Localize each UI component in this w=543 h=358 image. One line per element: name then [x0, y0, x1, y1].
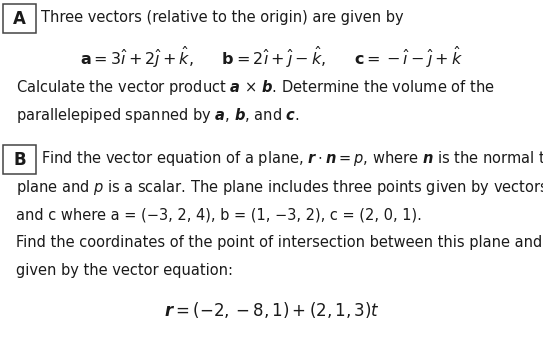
- Text: $\boldsymbol{r} = (-2, -8, 1) + (2, 1, 3)t$: $\boldsymbol{r} = (-2, -8, 1) + (2, 1, 3…: [163, 300, 380, 320]
- Text: and c where a = (−3, 2, 4), b = (1, −3, 2), c = (2, 0, 1).: and c where a = (−3, 2, 4), b = (1, −3, …: [16, 207, 422, 222]
- FancyBboxPatch shape: [3, 4, 36, 33]
- Text: $\mathbf{a} = 3\hat{\imath} + 2\hat{\jmath} + \hat{k},$     $\mathbf{b} = 2\hat{: $\mathbf{a} = 3\hat{\imath} + 2\hat{\jma…: [80, 45, 463, 70]
- Text: given by the vector equation:: given by the vector equation:: [16, 263, 233, 278]
- Text: Three vectors (relative to the origin) are given by: Three vectors (relative to the origin) a…: [41, 10, 403, 25]
- Text: Find the coordinates of the point of intersection between this plane and a line: Find the coordinates of the point of int…: [16, 235, 543, 250]
- Text: Calculate the vector product $\boldsymbol{a}$ $\times$ $\boldsymbol{b}$. Determi: Calculate the vector product $\boldsymbo…: [16, 78, 495, 97]
- Text: parallelepiped spanned by $\boldsymbol{a}$, $\boldsymbol{b}$, and $\boldsymbol{c: parallelepiped spanned by $\boldsymbol{a…: [16, 106, 300, 125]
- Text: plane and $p$ is a scalar. The plane includes three points given by vectors a, b: plane and $p$ is a scalar. The plane inc…: [16, 178, 543, 197]
- Text: A: A: [13, 10, 26, 28]
- Text: Find the vector equation of a plane, $\boldsymbol{r} \cdot \boldsymbol{n} = p$, : Find the vector equation of a plane, $\b…: [41, 149, 543, 169]
- Text: B: B: [13, 151, 26, 169]
- FancyBboxPatch shape: [3, 145, 36, 174]
